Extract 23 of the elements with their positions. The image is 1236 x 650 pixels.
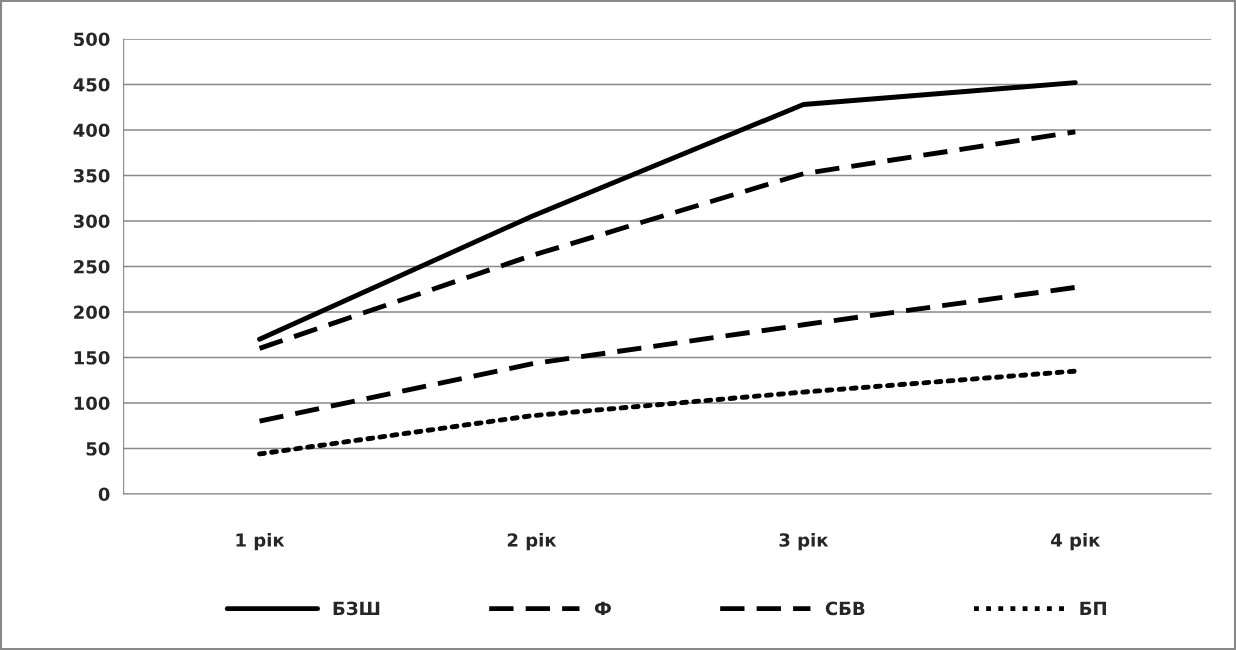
- line-series: [257, 80, 1078, 342]
- y-tick-label: 50: [86, 441, 110, 456]
- y-tick-label: 100: [74, 396, 110, 411]
- line-series: [257, 368, 1078, 457]
- x-tick-label: 1 рік: [236, 532, 285, 551]
- y-tick-label: 500: [74, 32, 110, 47]
- legend-label: БП: [1080, 601, 1106, 615]
- legend-label: БЗШ: [333, 601, 380, 616]
- x-tick-label: 2 рік: [507, 532, 557, 551]
- x-tick-label: 3 рік: [779, 532, 829, 551]
- y-tick-label: 300: [73, 214, 110, 229]
- y-tick-label: 200: [74, 305, 110, 320]
- y-tick-label: 250: [74, 259, 110, 274]
- legend-label: Ф: [594, 601, 611, 615]
- y-tick-label: 400: [73, 123, 110, 138]
- x-tick-label: 4 рік: [1051, 532, 1101, 551]
- line-series: [257, 129, 1078, 351]
- y-tick-label: 450: [73, 77, 110, 92]
- y-tick-label: 150: [74, 350, 110, 365]
- y-tick-label: 350: [73, 168, 110, 183]
- line-series: [257, 285, 1078, 424]
- y-tick-label: 0: [98, 487, 110, 502]
- legend-label: СБВ: [825, 601, 865, 616]
